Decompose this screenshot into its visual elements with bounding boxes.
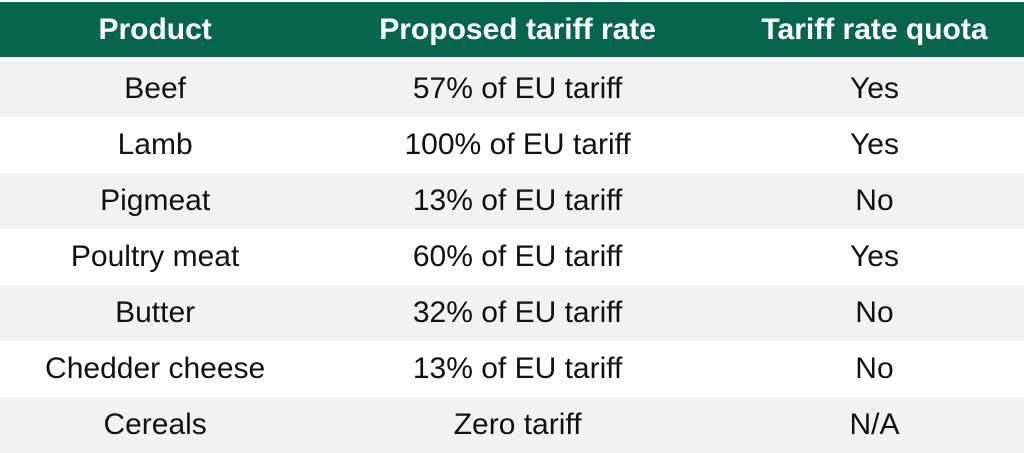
cell-rate: 57% of EU tariff — [412, 72, 623, 105]
cell-rate: 60% of EU tariff — [412, 240, 623, 273]
cell-quota: Yes — [850, 128, 899, 161]
cell-product: Butter — [115, 296, 196, 329]
cell-quota: No — [855, 184, 894, 217]
column-header-tariff-rate-quota: Tariff rate quota — [761, 12, 988, 46]
table-row-pigmeat: Pigmeat 13% of EU tariff No — [0, 173, 1024, 229]
table-row-chedder-cheese: Chedder cheese 13% of EU tariff No — [0, 341, 1024, 397]
table-header-row: Product Proposed tariff rate Tariff rate… — [0, 2, 1024, 57]
table-body: Beef 57% of EU tariff Yes Lamb 100% of E… — [0, 61, 1024, 453]
cell-product: Beef — [124, 72, 186, 105]
cell-quota: Yes — [850, 72, 899, 105]
table-row-cereals: Cereals Zero tariff N/A — [0, 397, 1024, 453]
cell-product: Poultry meat — [70, 240, 240, 273]
cell-quota: No — [855, 352, 894, 385]
cell-rate: Zero tariff — [453, 408, 582, 441]
table-row-lamb: Lamb 100% of EU tariff Yes — [0, 117, 1024, 173]
cell-product: Chedder cheese — [45, 352, 266, 385]
table-row-beef: Beef 57% of EU tariff Yes — [0, 61, 1024, 117]
cell-rate: 100% of EU tariff — [404, 128, 631, 161]
cell-quota: N/A — [849, 408, 900, 441]
cell-rate: 13% of EU tariff — [412, 184, 623, 217]
cell-rate: 13% of EU tariff — [412, 352, 623, 385]
table-row-poultry-meat: Poultry meat 60% of EU tariff Yes — [0, 229, 1024, 285]
column-header-product: Product — [98, 12, 212, 46]
column-header-proposed-tariff-rate: Proposed tariff rate — [379, 12, 656, 46]
cell-product: Lamb — [117, 128, 193, 161]
table-row-butter: Butter 32% of EU tariff No — [0, 285, 1024, 341]
cell-quota: Yes — [850, 240, 899, 273]
cell-rate: 32% of EU tariff — [412, 296, 623, 329]
cell-quota: No — [855, 296, 894, 329]
cell-product: Pigmeat — [100, 184, 211, 217]
cell-product: Cereals — [103, 408, 207, 441]
